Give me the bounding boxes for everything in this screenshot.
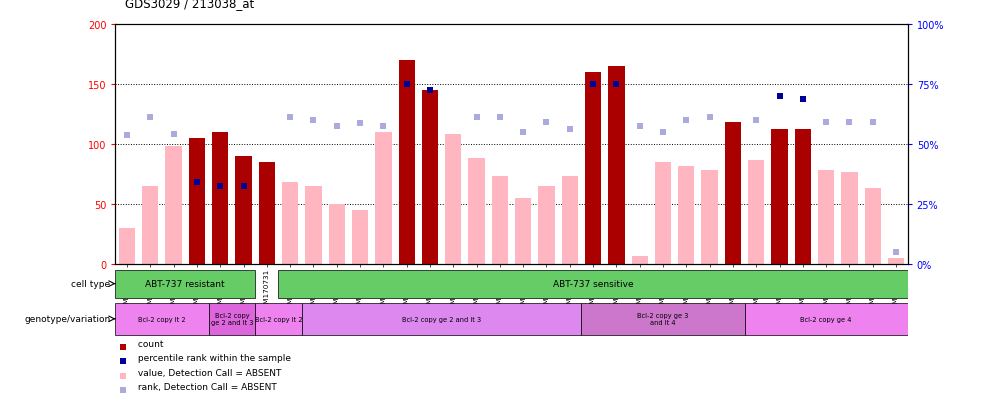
Bar	[771, 130, 787, 264]
Text: Bcl-2 copy ge 2 and lt 3: Bcl-2 copy ge 2 and lt 3	[402, 316, 481, 322]
Bar	[700, 171, 717, 264]
Bar	[561, 177, 577, 264]
Bar	[329, 204, 345, 264]
Bar	[445, 135, 461, 264]
Bar	[422, 91, 438, 264]
Text: Bcl-2 copy ge 3
and lt 4: Bcl-2 copy ge 3 and lt 4	[636, 313, 688, 325]
Bar	[118, 228, 135, 264]
Bar	[279, 270, 907, 298]
Bar	[794, 130, 811, 264]
Bar	[115, 270, 255, 298]
Bar	[724, 123, 740, 264]
Bar	[235, 157, 252, 264]
Bar	[631, 256, 647, 264]
Bar	[491, 177, 508, 264]
Bar	[259, 163, 275, 264]
Bar	[818, 171, 834, 264]
Bar	[375, 133, 391, 264]
Text: percentile rank within the sample: percentile rank within the sample	[135, 354, 291, 362]
Text: cell type: cell type	[71, 280, 110, 288]
Bar	[282, 183, 298, 264]
Bar	[864, 189, 880, 264]
Text: ABT-737 resistant: ABT-737 resistant	[145, 280, 224, 288]
Bar	[305, 187, 322, 264]
Text: Bcl-2 copy ge 4: Bcl-2 copy ge 4	[800, 316, 851, 322]
Bar	[743, 303, 907, 335]
Bar	[468, 159, 484, 264]
Bar	[208, 303, 255, 335]
Bar	[302, 303, 581, 335]
Text: genotype/variation: genotype/variation	[24, 315, 110, 323]
Bar	[115, 303, 208, 335]
Text: GDS3029 / 213038_at: GDS3029 / 213038_at	[125, 0, 255, 10]
Bar	[677, 166, 693, 264]
Bar	[607, 67, 624, 264]
Text: ABT-737 sensitive: ABT-737 sensitive	[552, 280, 633, 288]
Bar	[514, 199, 531, 264]
Text: count: count	[135, 339, 163, 348]
Bar	[188, 139, 204, 264]
Text: rank, Detection Call = ABSENT: rank, Detection Call = ABSENT	[135, 382, 277, 391]
Bar	[165, 147, 181, 264]
Bar	[581, 303, 743, 335]
Text: value, Detection Call = ABSENT: value, Detection Call = ABSENT	[135, 368, 282, 377]
Bar	[887, 259, 904, 264]
Bar	[538, 187, 554, 264]
Bar	[841, 172, 857, 264]
Bar	[255, 303, 302, 335]
Text: Bcl-2 copy
ge 2 and lt 3: Bcl-2 copy ge 2 and lt 3	[210, 313, 253, 325]
Bar	[747, 160, 764, 264]
Bar	[142, 187, 158, 264]
Bar	[654, 163, 670, 264]
Text: Bcl-2 copy lt 2: Bcl-2 copy lt 2	[138, 316, 185, 322]
Bar	[352, 211, 368, 264]
Bar	[584, 73, 600, 264]
Bar	[398, 61, 415, 264]
Text: Bcl-2 copy lt 2: Bcl-2 copy lt 2	[255, 316, 302, 322]
Bar	[211, 133, 228, 264]
